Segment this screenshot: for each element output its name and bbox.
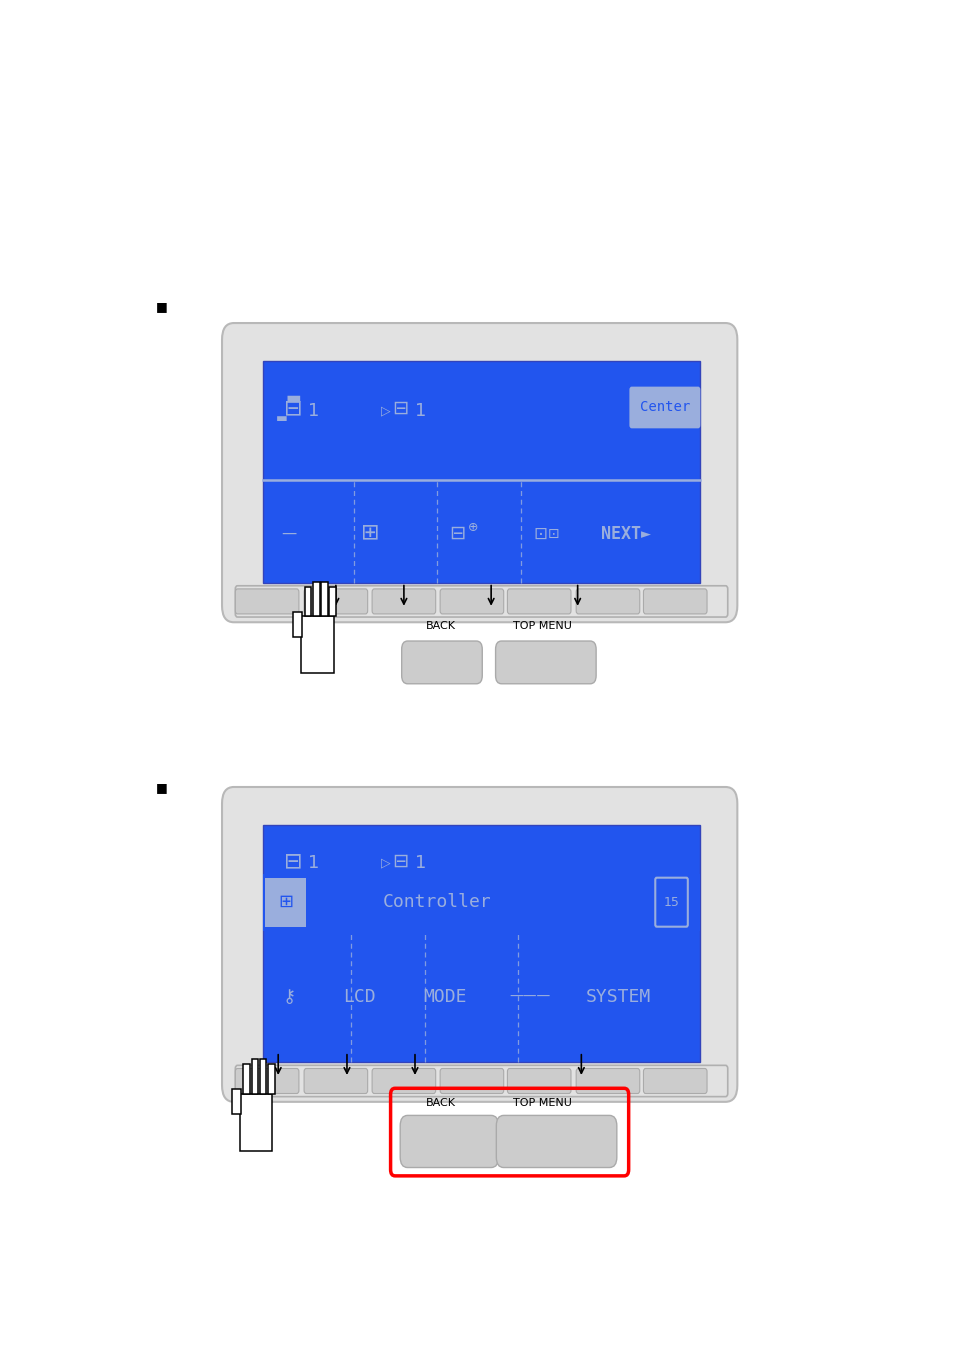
FancyBboxPatch shape — [235, 586, 727, 617]
Text: LCD: LCD — [343, 987, 375, 1006]
Bar — [243, 1064, 250, 1094]
Text: ⊟: ⊟ — [392, 399, 408, 418]
Bar — [305, 586, 311, 616]
Bar — [265, 877, 305, 926]
Text: 1: 1 — [308, 402, 319, 420]
Text: ⊟: ⊟ — [449, 524, 466, 543]
FancyBboxPatch shape — [507, 1068, 571, 1094]
Bar — [313, 582, 319, 616]
FancyBboxPatch shape — [576, 589, 639, 613]
Text: MODE: MODE — [422, 987, 466, 1006]
FancyBboxPatch shape — [439, 1068, 503, 1094]
Bar — [329, 586, 335, 616]
FancyBboxPatch shape — [629, 387, 700, 428]
Text: ■: ■ — [156, 781, 168, 795]
Bar — [232, 1090, 240, 1114]
Text: TOP MENU: TOP MENU — [512, 1098, 571, 1108]
FancyBboxPatch shape — [576, 1068, 639, 1094]
Bar — [263, 825, 699, 1063]
Bar — [301, 616, 334, 673]
Text: ⊞: ⊞ — [277, 894, 293, 911]
FancyBboxPatch shape — [235, 1066, 727, 1097]
FancyBboxPatch shape — [439, 589, 503, 613]
Text: ■: ■ — [156, 299, 168, 313]
Text: ⊡: ⊡ — [533, 524, 547, 543]
Text: ⊟: ⊟ — [392, 852, 408, 871]
Text: ▷: ▷ — [380, 857, 390, 869]
FancyBboxPatch shape — [304, 589, 367, 613]
FancyBboxPatch shape — [496, 1116, 617, 1167]
Text: ———: ——— — [509, 990, 550, 1003]
Text: TOP MENU: TOP MENU — [512, 621, 571, 631]
Text: 1: 1 — [415, 854, 426, 872]
Bar — [252, 1059, 258, 1094]
FancyBboxPatch shape — [304, 1068, 367, 1094]
FancyBboxPatch shape — [495, 640, 596, 684]
Text: ▬: ▬ — [285, 389, 300, 408]
Bar — [293, 612, 301, 636]
Text: 1: 1 — [308, 854, 319, 872]
FancyBboxPatch shape — [372, 1068, 436, 1094]
Bar — [263, 360, 699, 582]
FancyBboxPatch shape — [507, 589, 571, 613]
Text: —: — — [281, 527, 296, 542]
Text: NEXT►: NEXT► — [600, 524, 650, 543]
Text: ▷: ▷ — [380, 403, 390, 417]
FancyBboxPatch shape — [235, 589, 298, 613]
FancyBboxPatch shape — [222, 324, 737, 623]
FancyBboxPatch shape — [400, 1116, 498, 1167]
Text: 15: 15 — [663, 896, 679, 909]
Text: ⊡: ⊡ — [548, 527, 559, 540]
FancyBboxPatch shape — [642, 589, 706, 613]
Text: BACK: BACK — [425, 1098, 456, 1108]
FancyBboxPatch shape — [401, 640, 482, 684]
Bar — [268, 1064, 274, 1094]
Text: ⚷: ⚷ — [282, 987, 295, 1006]
FancyBboxPatch shape — [222, 787, 737, 1102]
Text: Controller: Controller — [382, 894, 491, 911]
Text: Center: Center — [639, 401, 689, 414]
Bar — [239, 1094, 272, 1151]
Text: ▬: ▬ — [275, 413, 288, 425]
Bar — [263, 873, 699, 930]
Text: 1: 1 — [415, 402, 426, 420]
Text: ⊞: ⊞ — [361, 524, 379, 544]
Bar — [321, 582, 328, 616]
Text: ⊕: ⊕ — [467, 521, 477, 533]
Text: ⊟: ⊟ — [283, 852, 302, 871]
FancyBboxPatch shape — [372, 589, 436, 613]
Text: ⊟: ⊟ — [283, 398, 302, 418]
Text: SYSTEM: SYSTEM — [585, 987, 650, 1006]
Bar — [259, 1059, 266, 1094]
FancyBboxPatch shape — [235, 1068, 298, 1094]
Text: BACK: BACK — [425, 621, 456, 631]
FancyBboxPatch shape — [642, 1068, 706, 1094]
